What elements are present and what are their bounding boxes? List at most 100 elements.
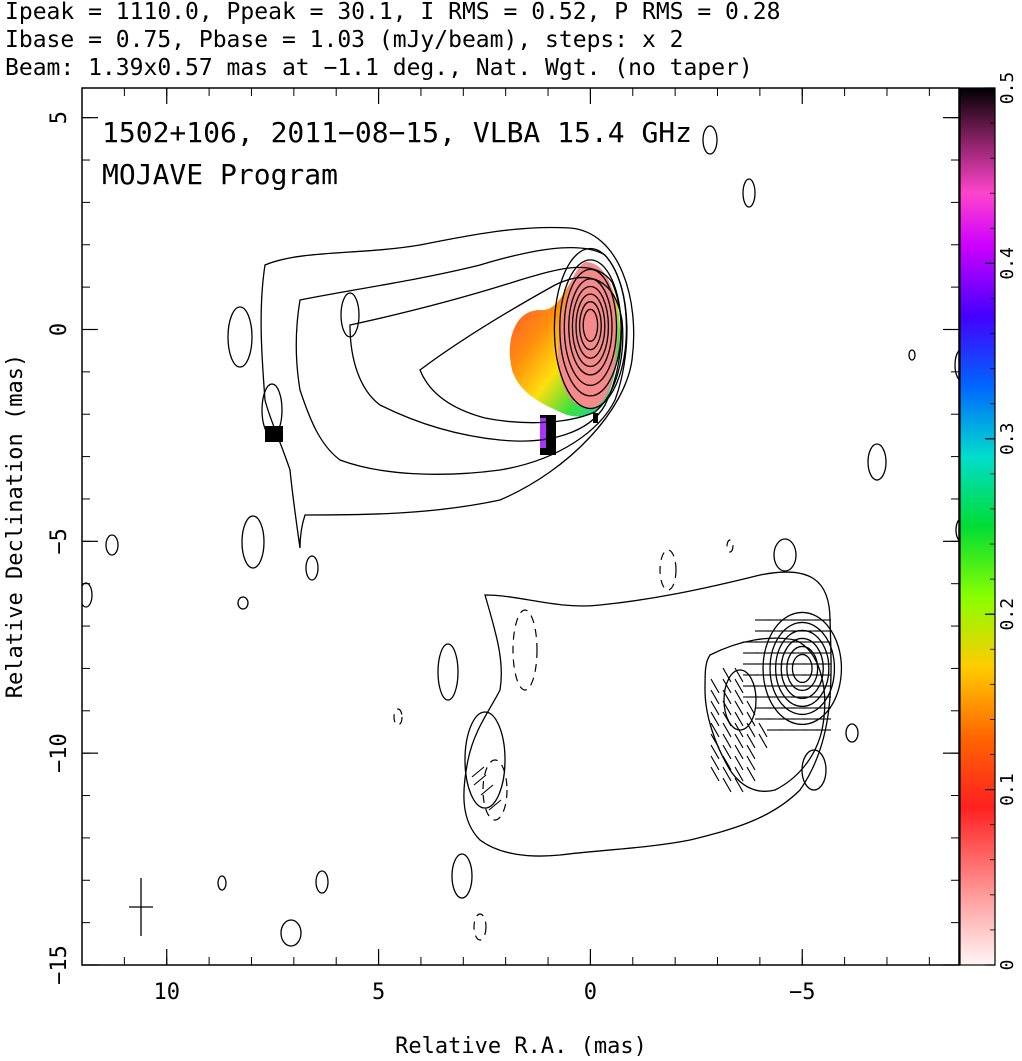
x-tick-label: 5: [372, 980, 385, 1005]
evpa-tick: [746, 766, 756, 782]
upper-core-contours: [553, 247, 628, 410]
evpa-tick: [722, 689, 732, 705]
evpa-vectors: [471, 619, 831, 811]
y-tick-label: 0: [47, 323, 72, 336]
lower-core-contour-ring: [780, 637, 824, 700]
evpa-tick: [734, 711, 744, 727]
evpa-tick: [734, 744, 744, 760]
evpa-tick: [758, 733, 768, 749]
evpa-tick: [488, 799, 502, 811]
plot-frame: [81, 87, 960, 966]
evpa-tick: [710, 700, 720, 716]
colorbar-tick-label: 0.3: [997, 423, 1018, 456]
colorbar-axis: 0 0.1 0.2 0.3 0.4 0.5: [985, 72, 1018, 971]
lower-contour-2: [704, 637, 826, 792]
evpa-tick: [710, 744, 720, 760]
lower-core-contour-ring: [762, 611, 843, 726]
evpa-tick: [722, 744, 732, 760]
image-area: [82, 125, 959, 947]
x-tick-label: −5: [789, 980, 816, 1005]
core-contour-ring: [571, 285, 610, 368]
y-axis: 5 0 −5 −10 −15: [47, 111, 959, 985]
lower-contours: [463, 571, 832, 857]
evpa-tick: [710, 711, 720, 727]
header-line-2: Ibase = 0.75, Pbase = 1.03 (mJy/beam), s…: [5, 27, 684, 53]
evpa-tick: [746, 744, 756, 760]
y-tick-label: −5: [47, 528, 72, 555]
evpa-tick: [722, 755, 732, 771]
core-contour-ring: [563, 268, 618, 387]
evpa-tick: [473, 774, 487, 786]
lower-core-contours: [762, 611, 843, 726]
evpa-tick: [734, 733, 744, 749]
contour-2: [295, 246, 628, 475]
chart-subtitle: MOJAVE Program: [102, 158, 338, 191]
lower-contour-knot: [723, 669, 757, 731]
evpa-tick: [710, 733, 720, 749]
fractional-polarization-overlay: [265, 262, 620, 455]
x-tick-label: 10: [153, 980, 180, 1005]
evpa-tick: [471, 766, 485, 778]
evpa-tick: [734, 722, 744, 738]
colorbar-tick-label: 0.2: [997, 598, 1018, 631]
evpa-tick: [722, 700, 732, 716]
evpa-tick: [710, 689, 720, 705]
evpa-tick: [722, 766, 732, 782]
y-tick-label: −15: [47, 945, 72, 985]
y-tick-label: 5: [47, 111, 72, 124]
colorbar: [959, 87, 996, 966]
lower-contour-outer: [463, 571, 832, 857]
colorbar-tick-label: 0.1: [997, 773, 1018, 806]
core-contour-ring: [559, 259, 622, 397]
contour-4: [419, 276, 624, 424]
lower-core-contour-ring: [769, 621, 836, 716]
evpa-tick: [734, 678, 744, 694]
header-line-3: Beam: 1.39x0.57 mas at −1.1 deg., Nat. W…: [5, 55, 753, 81]
evpa-tick: [480, 784, 494, 796]
colorbar-tick-label: 0: [997, 960, 1018, 971]
evpa-tick: [758, 722, 768, 738]
evpa-tick: [746, 711, 756, 727]
evpa-tick: [722, 667, 732, 683]
core-contour-ring: [553, 247, 628, 410]
core-contour-ring: [578, 301, 602, 351]
lower-core-contour-ring: [786, 645, 819, 692]
evpa-tick: [734, 667, 744, 683]
core-contour-ring: [568, 278, 613, 376]
evpa-tick: [722, 777, 732, 793]
evpa-tick: [734, 700, 744, 716]
contour-outer: [260, 226, 635, 549]
x-tick-label: 0: [584, 980, 597, 1005]
isolated-contours: [82, 125, 959, 947]
evpa-tick: [734, 777, 744, 793]
evpa-tick: [710, 722, 720, 738]
evpa-tick: [746, 700, 756, 716]
fpol-purple-patch: [540, 418, 546, 448]
beam-cross: [129, 878, 153, 936]
evpa-tick: [746, 755, 756, 771]
core-contour-ring: [582, 308, 599, 342]
evpa-tick: [722, 733, 732, 749]
evpa-tick: [734, 689, 744, 705]
evpa-tick: [710, 755, 720, 771]
evpa-tick: [710, 766, 720, 782]
x-axis-label: Relative R.A. (mas): [395, 1034, 647, 1059]
lower-core-contour-ring: [774, 629, 830, 708]
header-line-1: Ipeak = 1110.0, Ppeak = 30.1, I RMS = 0.…: [5, 0, 780, 25]
negative-contours: [393, 539, 734, 941]
chart-title: 1502+106, 2011−08−15, VLBA 15.4 GHz: [102, 116, 692, 149]
x-axis: 10 5 0 −5: [81, 88, 930, 1005]
y-axis-label: Relative Declination (mas): [3, 354, 28, 698]
evpa-tick: [734, 755, 744, 771]
evpa-tick: [722, 711, 732, 727]
evpa-tick: [710, 678, 720, 694]
evpa-tick: [746, 733, 756, 749]
colorbar-tick-label: 0.4: [997, 247, 1018, 280]
lower-core-contour-ring: [791, 653, 813, 684]
evpa-tick: [722, 678, 732, 694]
core-contour-ring: [575, 293, 606, 359]
colorbar-tick-label: 0.5: [997, 72, 1018, 105]
evpa-tick: [734, 766, 744, 782]
evpa-tick: [722, 722, 732, 738]
